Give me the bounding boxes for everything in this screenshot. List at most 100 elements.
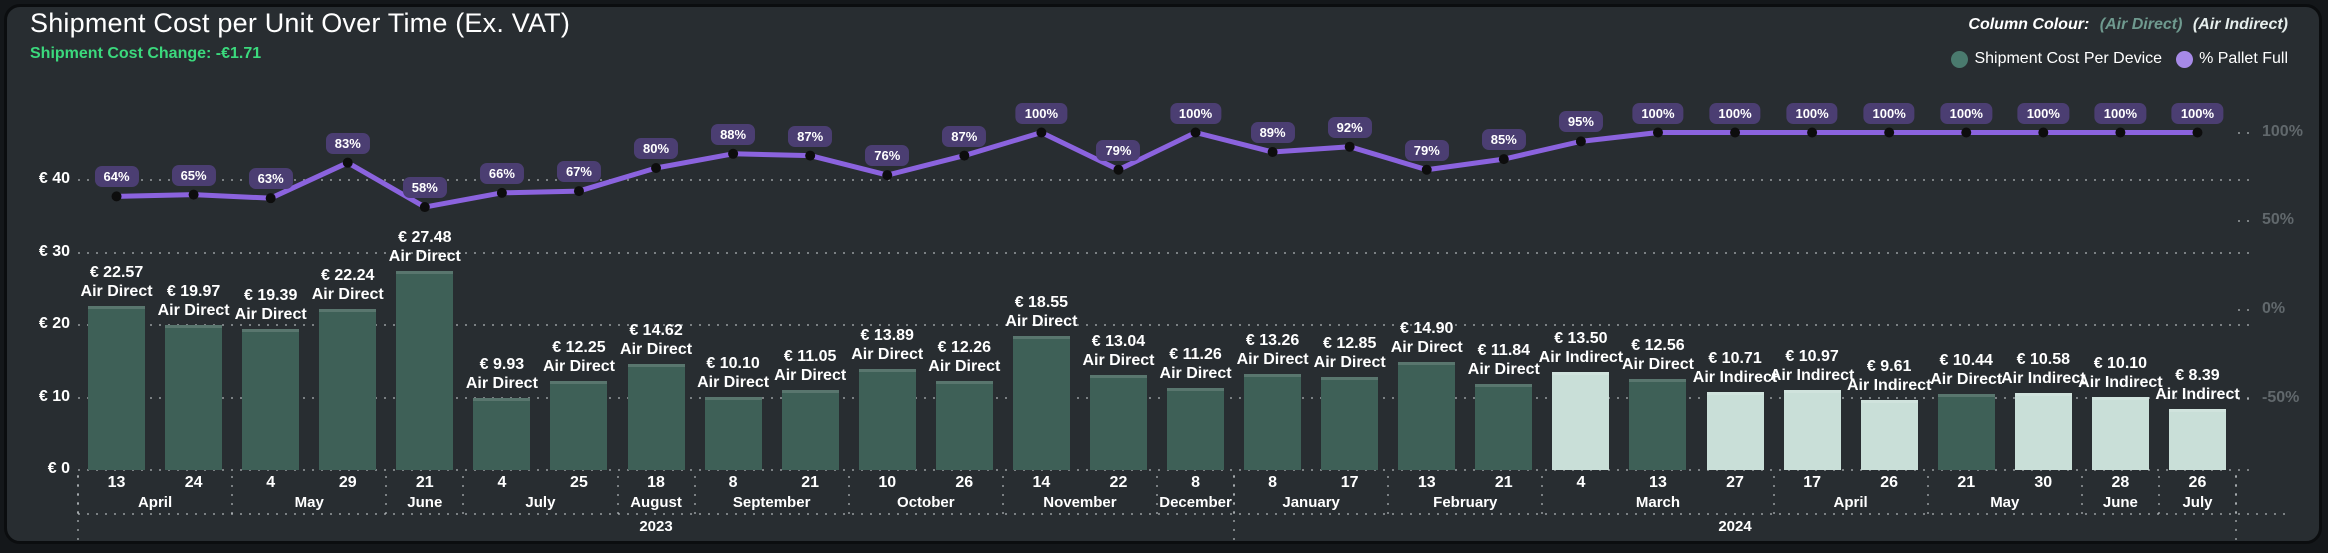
pallet-percent-badge[interactable]: 87% [942,125,987,147]
bar-type-text: Air Direct [620,341,693,358]
bar-air-direct[interactable] [1937,394,1995,470]
bar-air-indirect[interactable] [1552,372,1610,470]
bar-air-indirect[interactable] [1783,390,1841,470]
bar-air-direct[interactable] [704,396,762,470]
pallet-percent-badge[interactable]: 100% [1709,102,1761,124]
pallet-percent-badge[interactable]: 83% [325,132,370,154]
bar-type-text: Air Indirect [1769,367,1855,385]
line-point[interactable] [651,163,662,173]
pallet-percent-badge[interactable]: 63% [248,168,293,190]
line-point[interactable] [1036,127,1047,138]
pallet-percent-badge[interactable]: 85% [1481,129,1526,151]
pallet-percent-badge[interactable]: 65% [171,164,216,186]
line-point[interactable] [882,170,893,181]
bar-air-direct[interactable] [1089,375,1147,470]
bar-air-direct[interactable] [935,381,993,470]
bar-air-direct[interactable] [319,308,377,470]
line-point[interactable] [805,150,816,161]
x-axis-month-label: July [525,494,556,511]
line-point[interactable] [1190,127,1201,138]
line-point[interactable] [1498,154,1509,165]
line-point[interactable] [496,187,507,198]
bar-value-label: € 10.58 Air Indirect [1968,350,2118,388]
bar-cost-text: € 12.26 [937,339,991,357]
line-point[interactable] [1575,136,1586,147]
bar-air-indirect[interactable] [2014,393,2072,470]
bar-value-label: € 10.97 Air Indirect [1737,347,1887,385]
bar-air-direct[interactable] [858,369,916,470]
bar-air-direct[interactable] [165,325,223,470]
line-point[interactable] [265,193,276,204]
bar-air-direct[interactable] [396,270,454,470]
pallet-percent-badge[interactable]: 79% [1096,139,1141,161]
pallet-percent-badge[interactable]: 76% [865,145,910,167]
line-point[interactable] [959,150,970,161]
line-point[interactable] [111,191,122,202]
line-point[interactable] [1807,127,1818,138]
pallet-percent-badge[interactable]: 64% [94,166,139,188]
pallet-percent-badge[interactable]: 95% [1558,111,1603,133]
line-point[interactable] [1267,147,1278,158]
percent-tick [2238,309,2254,311]
pallet-percent-badge[interactable]: 58% [402,177,447,199]
bar-air-direct[interactable] [1012,335,1070,470]
pallet-percent-badge[interactable]: 66% [479,162,524,184]
line-point[interactable] [2038,127,2049,138]
legend-item-shipment-cost[interactable]: Shipment Cost Per Device [1951,50,2162,68]
pallet-percent-badge[interactable]: 100% [2094,102,2147,124]
line-point[interactable] [1961,127,1972,138]
bar-air-direct[interactable] [1167,388,1225,470]
line-point[interactable] [1113,164,1124,175]
bar-air-direct[interactable] [781,389,839,470]
line-point[interactable] [1730,127,1741,138]
line-point[interactable] [1344,141,1355,152]
line-point[interactable] [342,157,353,168]
bar-air-indirect[interactable] [1706,392,1764,470]
month-separator [1772,470,1775,514]
bar-value-label: € 12.25 Air Direct [504,338,654,376]
line-point[interactable] [188,189,199,200]
pallet-percent-badge[interactable]: 89% [1250,122,1295,144]
pallet-percent-badge[interactable]: 100% [1015,102,1068,124]
pallet-percent-badge[interactable]: 100% [1786,102,1838,124]
legend-item-pallet-full[interactable]: % Pallet Full [2176,50,2288,68]
line-point[interactable] [1884,127,1895,138]
line-point[interactable] [2192,127,2203,138]
bar-air-direct[interactable] [1321,376,1379,470]
legend-shipment-cost-label: Shipment Cost Per Device [1974,50,2163,67]
bar-air-direct[interactable] [1475,384,1533,470]
pallet-percent-badge[interactable]: 100% [2017,102,2069,124]
bar-air-direct[interactable] [1244,373,1302,470]
x-axis-date-label: 28 [2111,474,2130,491]
bar-cost-text: € 12.56 [1631,336,1685,354]
bar-air-indirect[interactable] [2091,396,2149,470]
pallet-percent-badge[interactable]: 100% [2171,102,2224,124]
line-point[interactable] [2115,127,2126,138]
bar-air-direct[interactable] [242,329,300,470]
line-point[interactable] [1652,127,1663,138]
pallet-percent-badge[interactable]: 80% [634,138,679,159]
pallet-percent-badge[interactable]: 67% [556,161,601,183]
bar-air-direct[interactable] [473,398,531,470]
pallet-percent-badge[interactable]: 79% [1404,139,1449,161]
bar-air-direct[interactable] [88,306,146,470]
pallet-percent-badge[interactable]: 100% [1169,102,1222,124]
pallet-percent-badge[interactable]: 88% [711,123,756,145]
month-separator [616,470,619,514]
column-colour-air-direct: (Air Direct) [2099,16,2183,33]
bar-air-direct[interactable] [1398,361,1456,470]
bar-air-indirect[interactable] [2168,409,2226,470]
pallet-percent-badge[interactable]: 92% [1327,116,1372,138]
pallet-percent-badge[interactable]: 87% [788,125,833,147]
line-point[interactable] [573,186,584,197]
line-point[interactable] [728,148,739,159]
bar-air-direct[interactable] [627,364,685,470]
pallet-percent-badge[interactable]: 100% [1940,102,1992,124]
pallet-percent-badge[interactable]: 100% [1632,102,1684,124]
line-point[interactable] [419,202,430,213]
bar-air-direct[interactable] [1629,378,1687,470]
line-point[interactable] [1421,164,1432,175]
pallet-percent-badge[interactable]: 100% [1863,102,1915,124]
bar-air-direct[interactable] [550,381,608,470]
bar-air-indirect[interactable] [1860,400,1918,470]
